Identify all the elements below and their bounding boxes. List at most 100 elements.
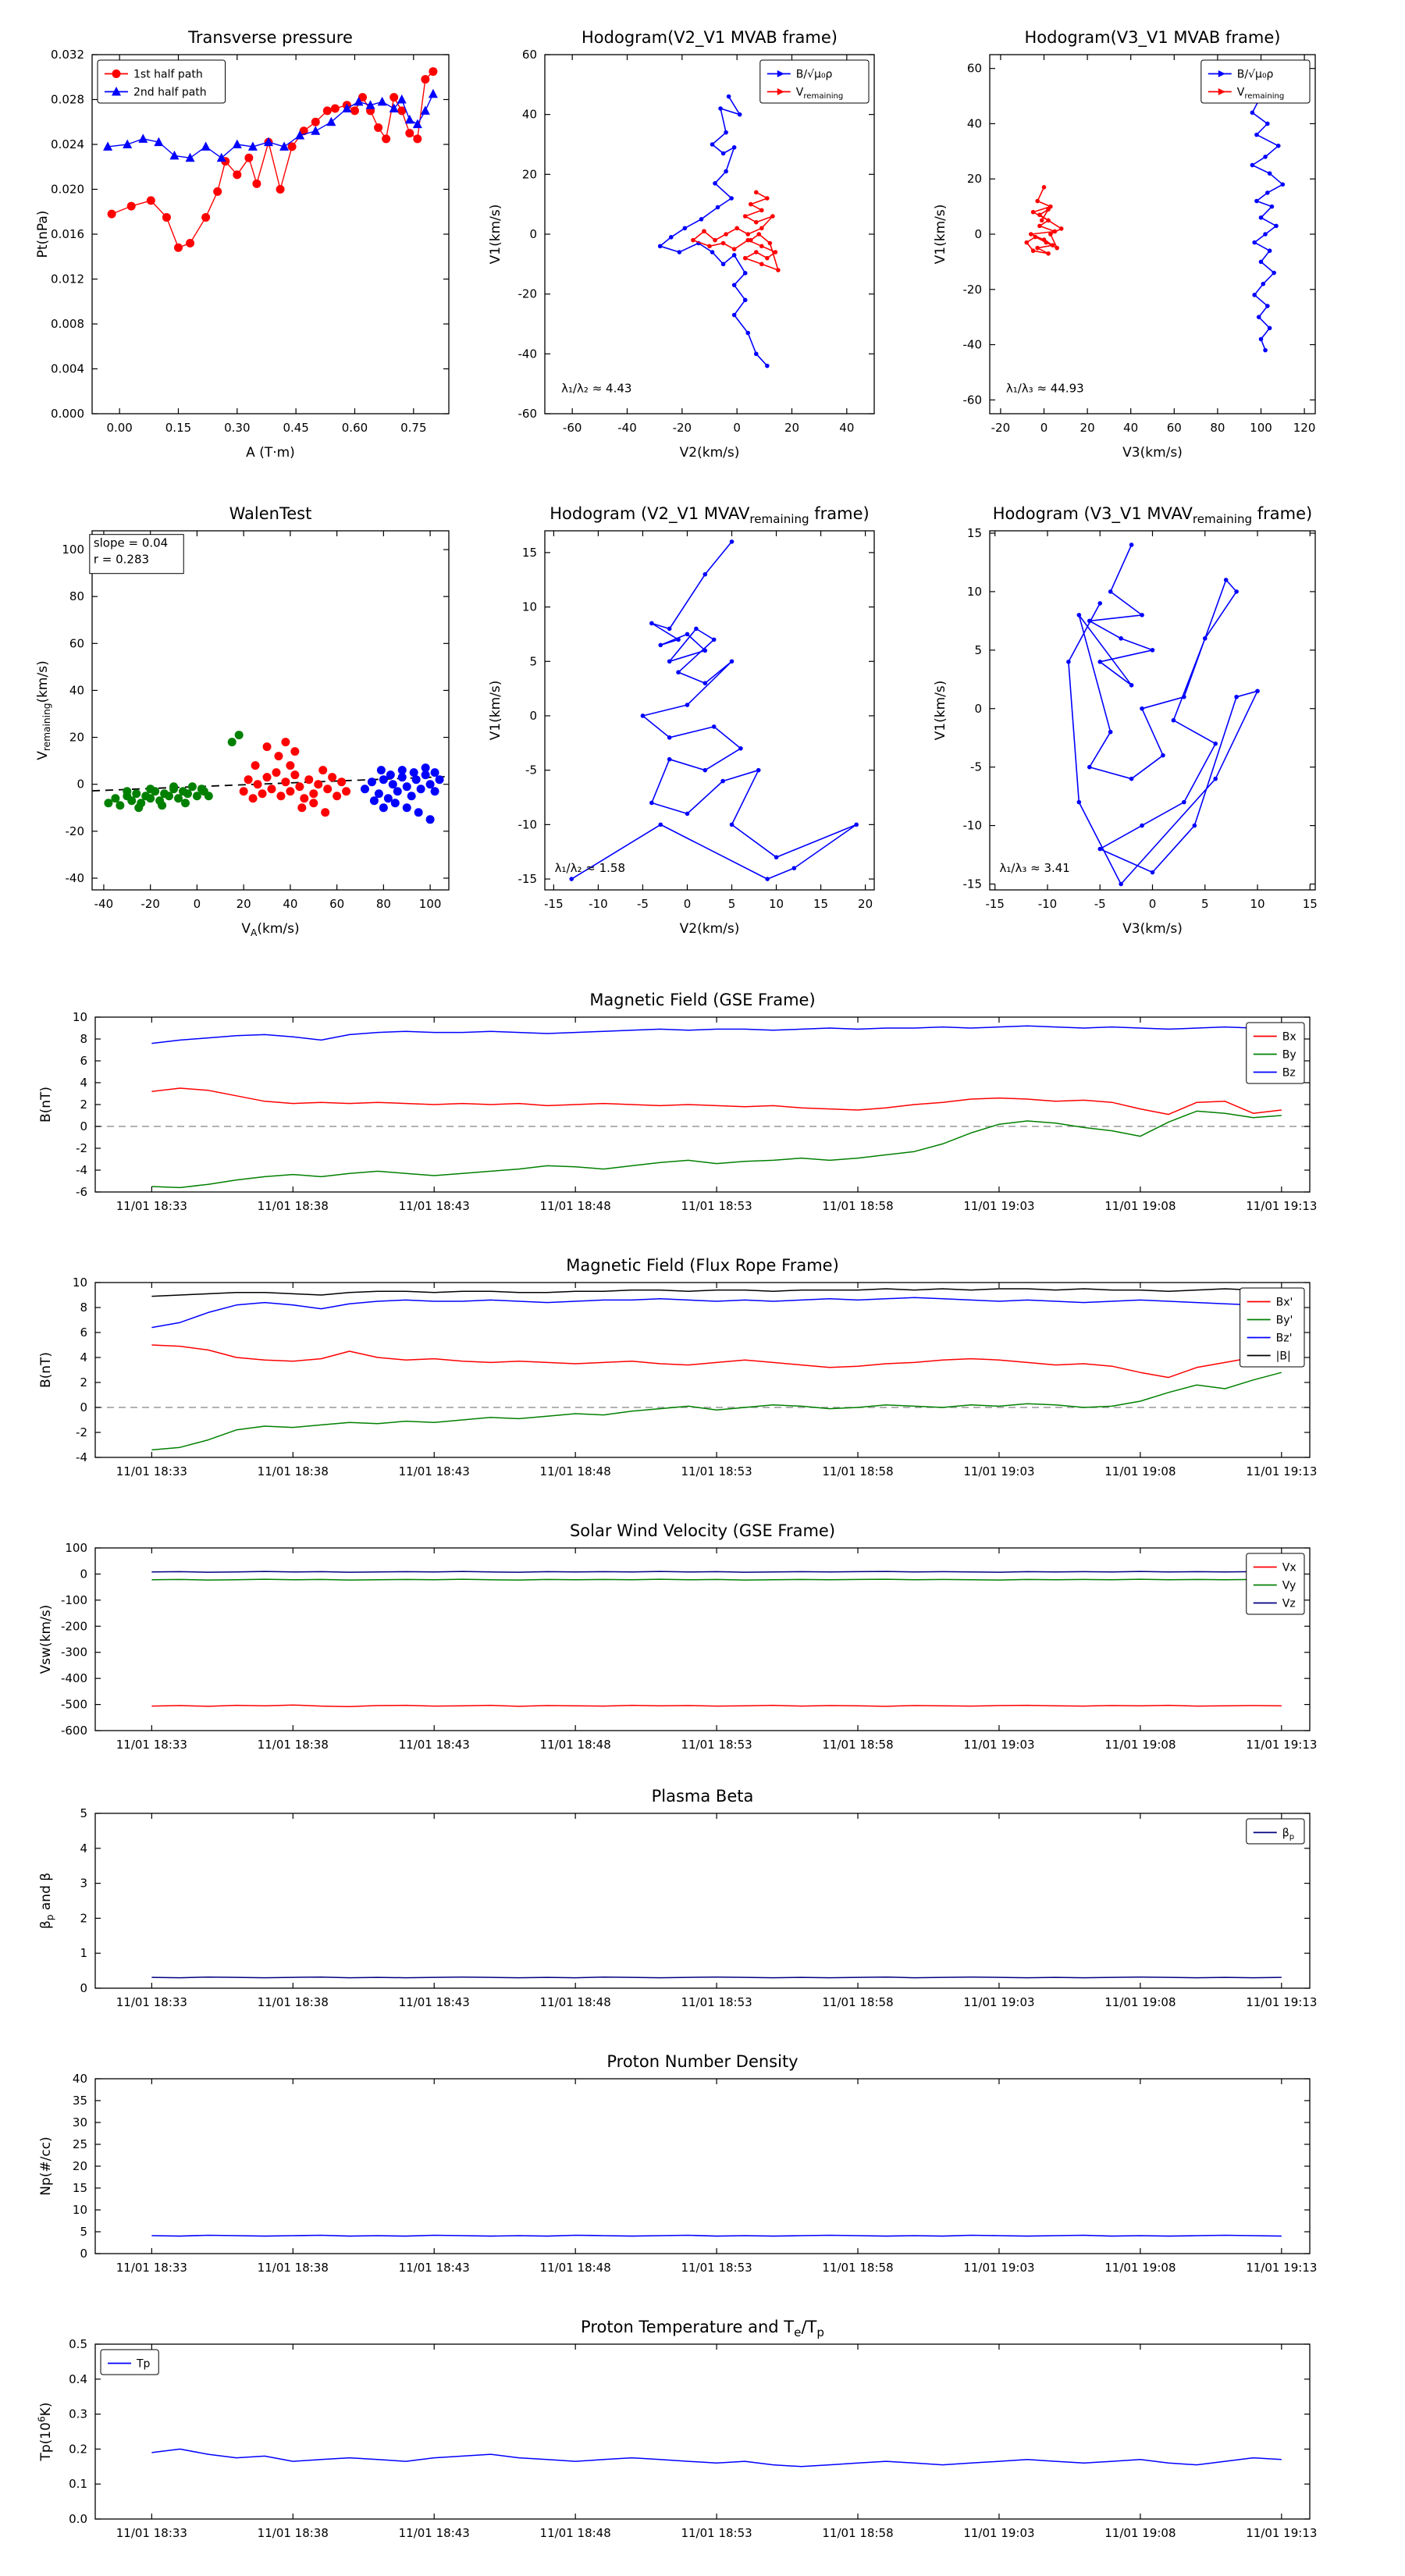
svg-text:Vremaining: Vremaining bbox=[796, 87, 844, 101]
svg-text:0: 0 bbox=[974, 702, 982, 716]
svg-text:VA(km/s): VA(km/s) bbox=[241, 921, 299, 938]
svg-text:0: 0 bbox=[529, 709, 537, 723]
svg-text:10: 10 bbox=[769, 897, 784, 911]
chart-hodogram-v3v1-mvav: -15 -10 -5 0 5 10 15 -15 -10 -5 0 5 10 15 Hodogram (V3… bbox=[921, 492, 1331, 952]
svg-text:3: 3 bbox=[80, 1877, 87, 1891]
svg-text:Bx': Bx' bbox=[1276, 1297, 1293, 1309]
svg-text:30: 30 bbox=[73, 2115, 87, 2129]
svg-text:Bz: Bz bbox=[1282, 1067, 1296, 1080]
svg-text:11/01 19:13: 11/01 19:13 bbox=[1246, 2526, 1317, 2540]
svg-text:-10: -10 bbox=[1038, 897, 1058, 911]
svg-text:40: 40 bbox=[522, 108, 537, 122]
panel-solar-wind-velocity: 11/01 18:33 11/01 18:38 11/01 18:43 11/01 1… bbox=[31, 1510, 1327, 1776]
svg-text:0.028: 0.028 bbox=[51, 93, 84, 107]
svg-text:2nd half path: 2nd half path bbox=[133, 87, 207, 99]
svg-text:0.2: 0.2 bbox=[69, 2442, 87, 2456]
svg-text:0: 0 bbox=[529, 227, 537, 241]
svg-text:11/01 18:38: 11/01 18:38 bbox=[258, 1995, 329, 2009]
svg-text:0.020: 0.020 bbox=[51, 183, 84, 197]
svg-text:20: 20 bbox=[784, 421, 799, 435]
svg-text:-4: -4 bbox=[76, 1163, 87, 1177]
panel-proton-temperature: 11/01 18:33 11/01 18:38 11/01 18:43 11/01 1… bbox=[31, 2307, 1327, 2564]
svg-text:5: 5 bbox=[728, 897, 736, 911]
chart-transverse-pressure: 0.00 0.15 0.30 0.45 0.60 0.75 0.000 0.004 0.008 0… bbox=[23, 16, 464, 476]
svg-text:11/01 18:38: 11/01 18:38 bbox=[258, 1464, 329, 1478]
svg-text:11/01 18:43: 11/01 18:43 bbox=[399, 2526, 470, 2540]
svg-text:11/01 19:03: 11/01 19:03 bbox=[963, 1199, 1034, 1213]
svg-text:-15: -15 bbox=[985, 897, 1005, 911]
svg-text:βp: βp bbox=[1282, 1827, 1294, 1841]
svg-text:-60: -60 bbox=[963, 393, 983, 407]
svg-text:-40: -40 bbox=[94, 897, 113, 911]
svg-text:8: 8 bbox=[80, 1032, 87, 1046]
svg-text:10: 10 bbox=[73, 1276, 87, 1290]
svg-text:-5: -5 bbox=[970, 760, 982, 774]
chart-svg-proton-number-density: 11/01 18:33 11/01 18:38 11/01 18:43 11/01 1… bbox=[38, 2052, 1317, 2275]
svg-text:Pt(nPa): Pt(nPa) bbox=[35, 211, 51, 258]
svg-text:0.60: 0.60 bbox=[342, 421, 368, 435]
svg-text:25: 25 bbox=[73, 2137, 87, 2151]
svg-text:Np(#/cc): Np(#/cc) bbox=[38, 2137, 54, 2195]
svg-text:λ₁/λ₂ ≈ 1.58: λ₁/λ₂ ≈ 1.58 bbox=[555, 861, 625, 875]
chart-svg-hodogram-v2v1-mvab: -60 -40 -20 0 20 40 -60 -40 -20 0 20 40 60 Hodogram(V… bbox=[488, 28, 875, 461]
svg-text:8: 8 bbox=[80, 1300, 87, 1315]
svg-text:40: 40 bbox=[69, 683, 84, 697]
svg-text:0.008: 0.008 bbox=[51, 317, 84, 331]
chart-svg-hodogram-v3v1-mvav: -15 -10 -5 0 5 10 15 -15 -10 -5 0 5 10 15 Hodogram (V3… bbox=[933, 504, 1318, 937]
svg-text:11/01 18:33: 11/01 18:33 bbox=[116, 1995, 187, 2009]
svg-text:0: 0 bbox=[974, 227, 982, 241]
svg-text:15: 15 bbox=[522, 546, 537, 560]
chart-walen-test: -40 -20 0 20 40 60 80 100 -40 -20 0 20 40 60 80 100 Wale… bbox=[23, 492, 464, 952]
svg-text:0.15: 0.15 bbox=[165, 421, 191, 435]
svg-text:Transverse pressure: Transverse pressure bbox=[187, 28, 353, 47]
chart-svg-plasma-beta: 11/01 18:33 11/01 18:38 11/01 18:43 11/01 1… bbox=[38, 1787, 1317, 2009]
svg-text:11/01 18:58: 11/01 18:58 bbox=[822, 1738, 893, 1752]
svg-text:11/01 18:48: 11/01 18:48 bbox=[540, 2261, 611, 2275]
svg-text:B(nT): B(nT) bbox=[38, 1352, 54, 1388]
svg-text:11/01 19:13: 11/01 19:13 bbox=[1246, 1464, 1317, 1478]
svg-text:11/01 18:43: 11/01 18:43 bbox=[399, 1464, 470, 1478]
svg-text:11/01 18:53: 11/01 18:53 bbox=[681, 1995, 752, 2009]
svg-text:11/01 18:33: 11/01 18:33 bbox=[116, 1464, 187, 1478]
svg-text:βp and β: βp and β bbox=[38, 1873, 55, 1929]
svg-text:1: 1 bbox=[80, 1946, 87, 1960]
svg-text:-15: -15 bbox=[544, 897, 564, 911]
svg-text:40: 40 bbox=[967, 116, 982, 130]
svg-text:11/01 18:38: 11/01 18:38 bbox=[258, 2261, 329, 2275]
svg-text:0.016: 0.016 bbox=[51, 227, 84, 241]
svg-text:11/01 18:48: 11/01 18:48 bbox=[540, 1995, 611, 2009]
svg-text:-20: -20 bbox=[66, 824, 85, 838]
svg-text:11/01 18:38: 11/01 18:38 bbox=[258, 1738, 329, 1752]
svg-text:120: 120 bbox=[1293, 421, 1316, 435]
svg-text:11/01 18:43: 11/01 18:43 bbox=[399, 1199, 470, 1213]
svg-text:11/01 18:58: 11/01 18:58 bbox=[822, 1199, 893, 1213]
svg-text:11/01 19:13: 11/01 19:13 bbox=[1246, 2261, 1317, 2275]
svg-text:60: 60 bbox=[329, 897, 344, 911]
svg-text:0.4: 0.4 bbox=[69, 2372, 87, 2386]
svg-text:0.3: 0.3 bbox=[69, 2407, 87, 2421]
svg-text:0.0: 0.0 bbox=[69, 2512, 87, 2526]
svg-text:B/√μ₀ρ: B/√μ₀ρ bbox=[1237, 69, 1274, 81]
svg-text:60: 60 bbox=[69, 636, 84, 650]
svg-text:11/01 19:08: 11/01 19:08 bbox=[1104, 1464, 1176, 1478]
svg-text:0: 0 bbox=[194, 897, 201, 911]
svg-text:-6: -6 bbox=[76, 1185, 87, 1199]
svg-text:V2(km/s): V2(km/s) bbox=[680, 921, 740, 937]
svg-text:2: 2 bbox=[80, 1911, 87, 1925]
svg-text:40: 40 bbox=[73, 2072, 87, 2086]
svg-text:11/01 18:38: 11/01 18:38 bbox=[258, 2526, 329, 2540]
svg-text:Hodogram(V3_V1 MVAB frame): Hodogram(V3_V1 MVAB frame) bbox=[1025, 28, 1281, 48]
svg-text:10: 10 bbox=[522, 600, 537, 614]
svg-text:Proton Number Density: Proton Number Density bbox=[606, 2052, 798, 2071]
svg-text:100: 100 bbox=[65, 1541, 87, 1555]
svg-text:80: 80 bbox=[376, 897, 391, 911]
svg-text:100: 100 bbox=[419, 897, 442, 911]
svg-text:60: 60 bbox=[522, 48, 537, 62]
svg-text:11/01 19:08: 11/01 19:08 bbox=[1104, 1738, 1176, 1752]
svg-text:V2(km/s): V2(km/s) bbox=[680, 445, 740, 461]
svg-text:40: 40 bbox=[1123, 421, 1138, 435]
svg-text:-60: -60 bbox=[518, 407, 538, 421]
svg-text:-2: -2 bbox=[76, 1141, 87, 1155]
svg-text:11/01 19:08: 11/01 19:08 bbox=[1104, 2261, 1176, 2275]
svg-text:10: 10 bbox=[1250, 897, 1264, 911]
